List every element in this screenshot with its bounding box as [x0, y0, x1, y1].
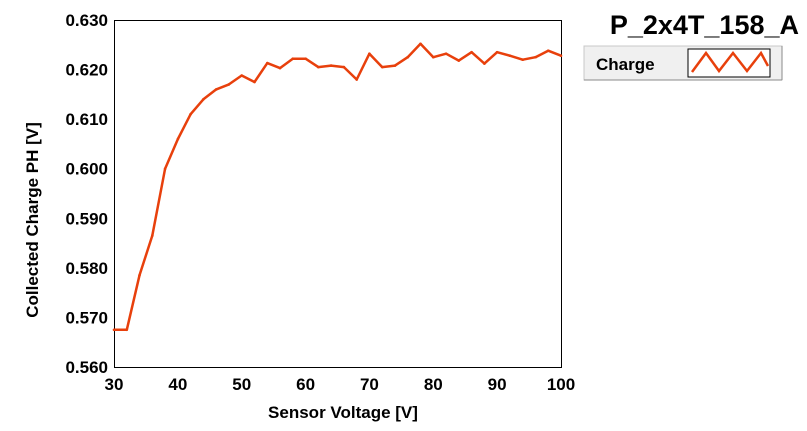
data-point — [112, 328, 116, 332]
data-point — [138, 274, 141, 277]
data-point — [176, 137, 180, 141]
x-tick-label: 100 — [547, 375, 575, 394]
x-tick-label: 60 — [296, 375, 315, 394]
data-point — [125, 328, 129, 332]
y-tick-labels: 0.560 0.570 0.580 0.590 0.600 0.610 0.620 0.630 — [65, 11, 108, 377]
data-point — [483, 62, 486, 65]
data-point — [546, 49, 550, 52]
x-tick-label: 40 — [168, 375, 187, 394]
data-point — [317, 65, 320, 69]
x-tick-label: 70 — [360, 375, 379, 394]
x-tick-label: 30 — [105, 375, 124, 394]
y-tick-label: 0.590 — [65, 209, 108, 228]
data-point — [342, 65, 346, 69]
legend-label: Charge — [596, 55, 655, 74]
legend: Charge — [583, 45, 783, 81]
data-point — [470, 50, 473, 54]
data-point — [457, 59, 461, 62]
x-tick-label: 80 — [424, 375, 443, 394]
data-point — [521, 58, 524, 61]
plot-area — [114, 20, 561, 367]
legend-swatch — [687, 48, 771, 78]
x-tick-label: 50 — [232, 375, 251, 394]
data-point — [534, 55, 537, 59]
data-point — [393, 64, 397, 67]
data-point — [266, 61, 269, 65]
x-tick-labels: 30 40 50 60 70 80 90 100 — [105, 375, 576, 394]
data-point — [432, 55, 435, 59]
series-line-charge — [114, 42, 562, 332]
x-tick-label: 90 — [488, 375, 507, 394]
data-point — [444, 52, 448, 55]
data-point — [368, 52, 371, 55]
y-tick-label: 0.600 — [65, 160, 108, 179]
y-tick-label: 0.580 — [65, 259, 108, 278]
y-tick-label: 0.630 — [65, 11, 108, 30]
data-point — [214, 88, 218, 91]
series-lines — [112, 42, 563, 332]
data-point — [419, 42, 422, 46]
data-point — [508, 54, 512, 57]
data-point — [304, 57, 307, 60]
data-point — [495, 50, 499, 54]
data-point — [329, 64, 333, 67]
chart-title: P_2x4T_158_A — [610, 10, 799, 40]
plot-frame — [114, 20, 562, 368]
data-point — [253, 80, 256, 84]
data-point — [227, 83, 231, 86]
data-point — [240, 74, 243, 77]
data-point — [278, 66, 282, 70]
y-tick-label: 0.560 — [65, 358, 108, 377]
data-point — [189, 112, 192, 116]
data-point — [355, 78, 359, 81]
data-point — [202, 98, 205, 101]
data-point — [291, 57, 295, 60]
legend-zigzag-icon — [690, 50, 770, 74]
data-point — [406, 55, 410, 59]
data-point — [151, 234, 154, 237]
data-point — [380, 65, 384, 69]
y-tick-label: 0.570 — [65, 308, 108, 327]
x-axis-title: Sensor Voltage [V] — [268, 403, 418, 422]
axes — [114, 20, 562, 368]
y-tick-label: 0.620 — [65, 61, 108, 80]
y-axis-title: Collected Charge PH [V] — [23, 122, 42, 318]
y-tick-label: 0.610 — [65, 110, 108, 129]
data-point — [559, 54, 563, 57]
data-point — [163, 167, 167, 170]
